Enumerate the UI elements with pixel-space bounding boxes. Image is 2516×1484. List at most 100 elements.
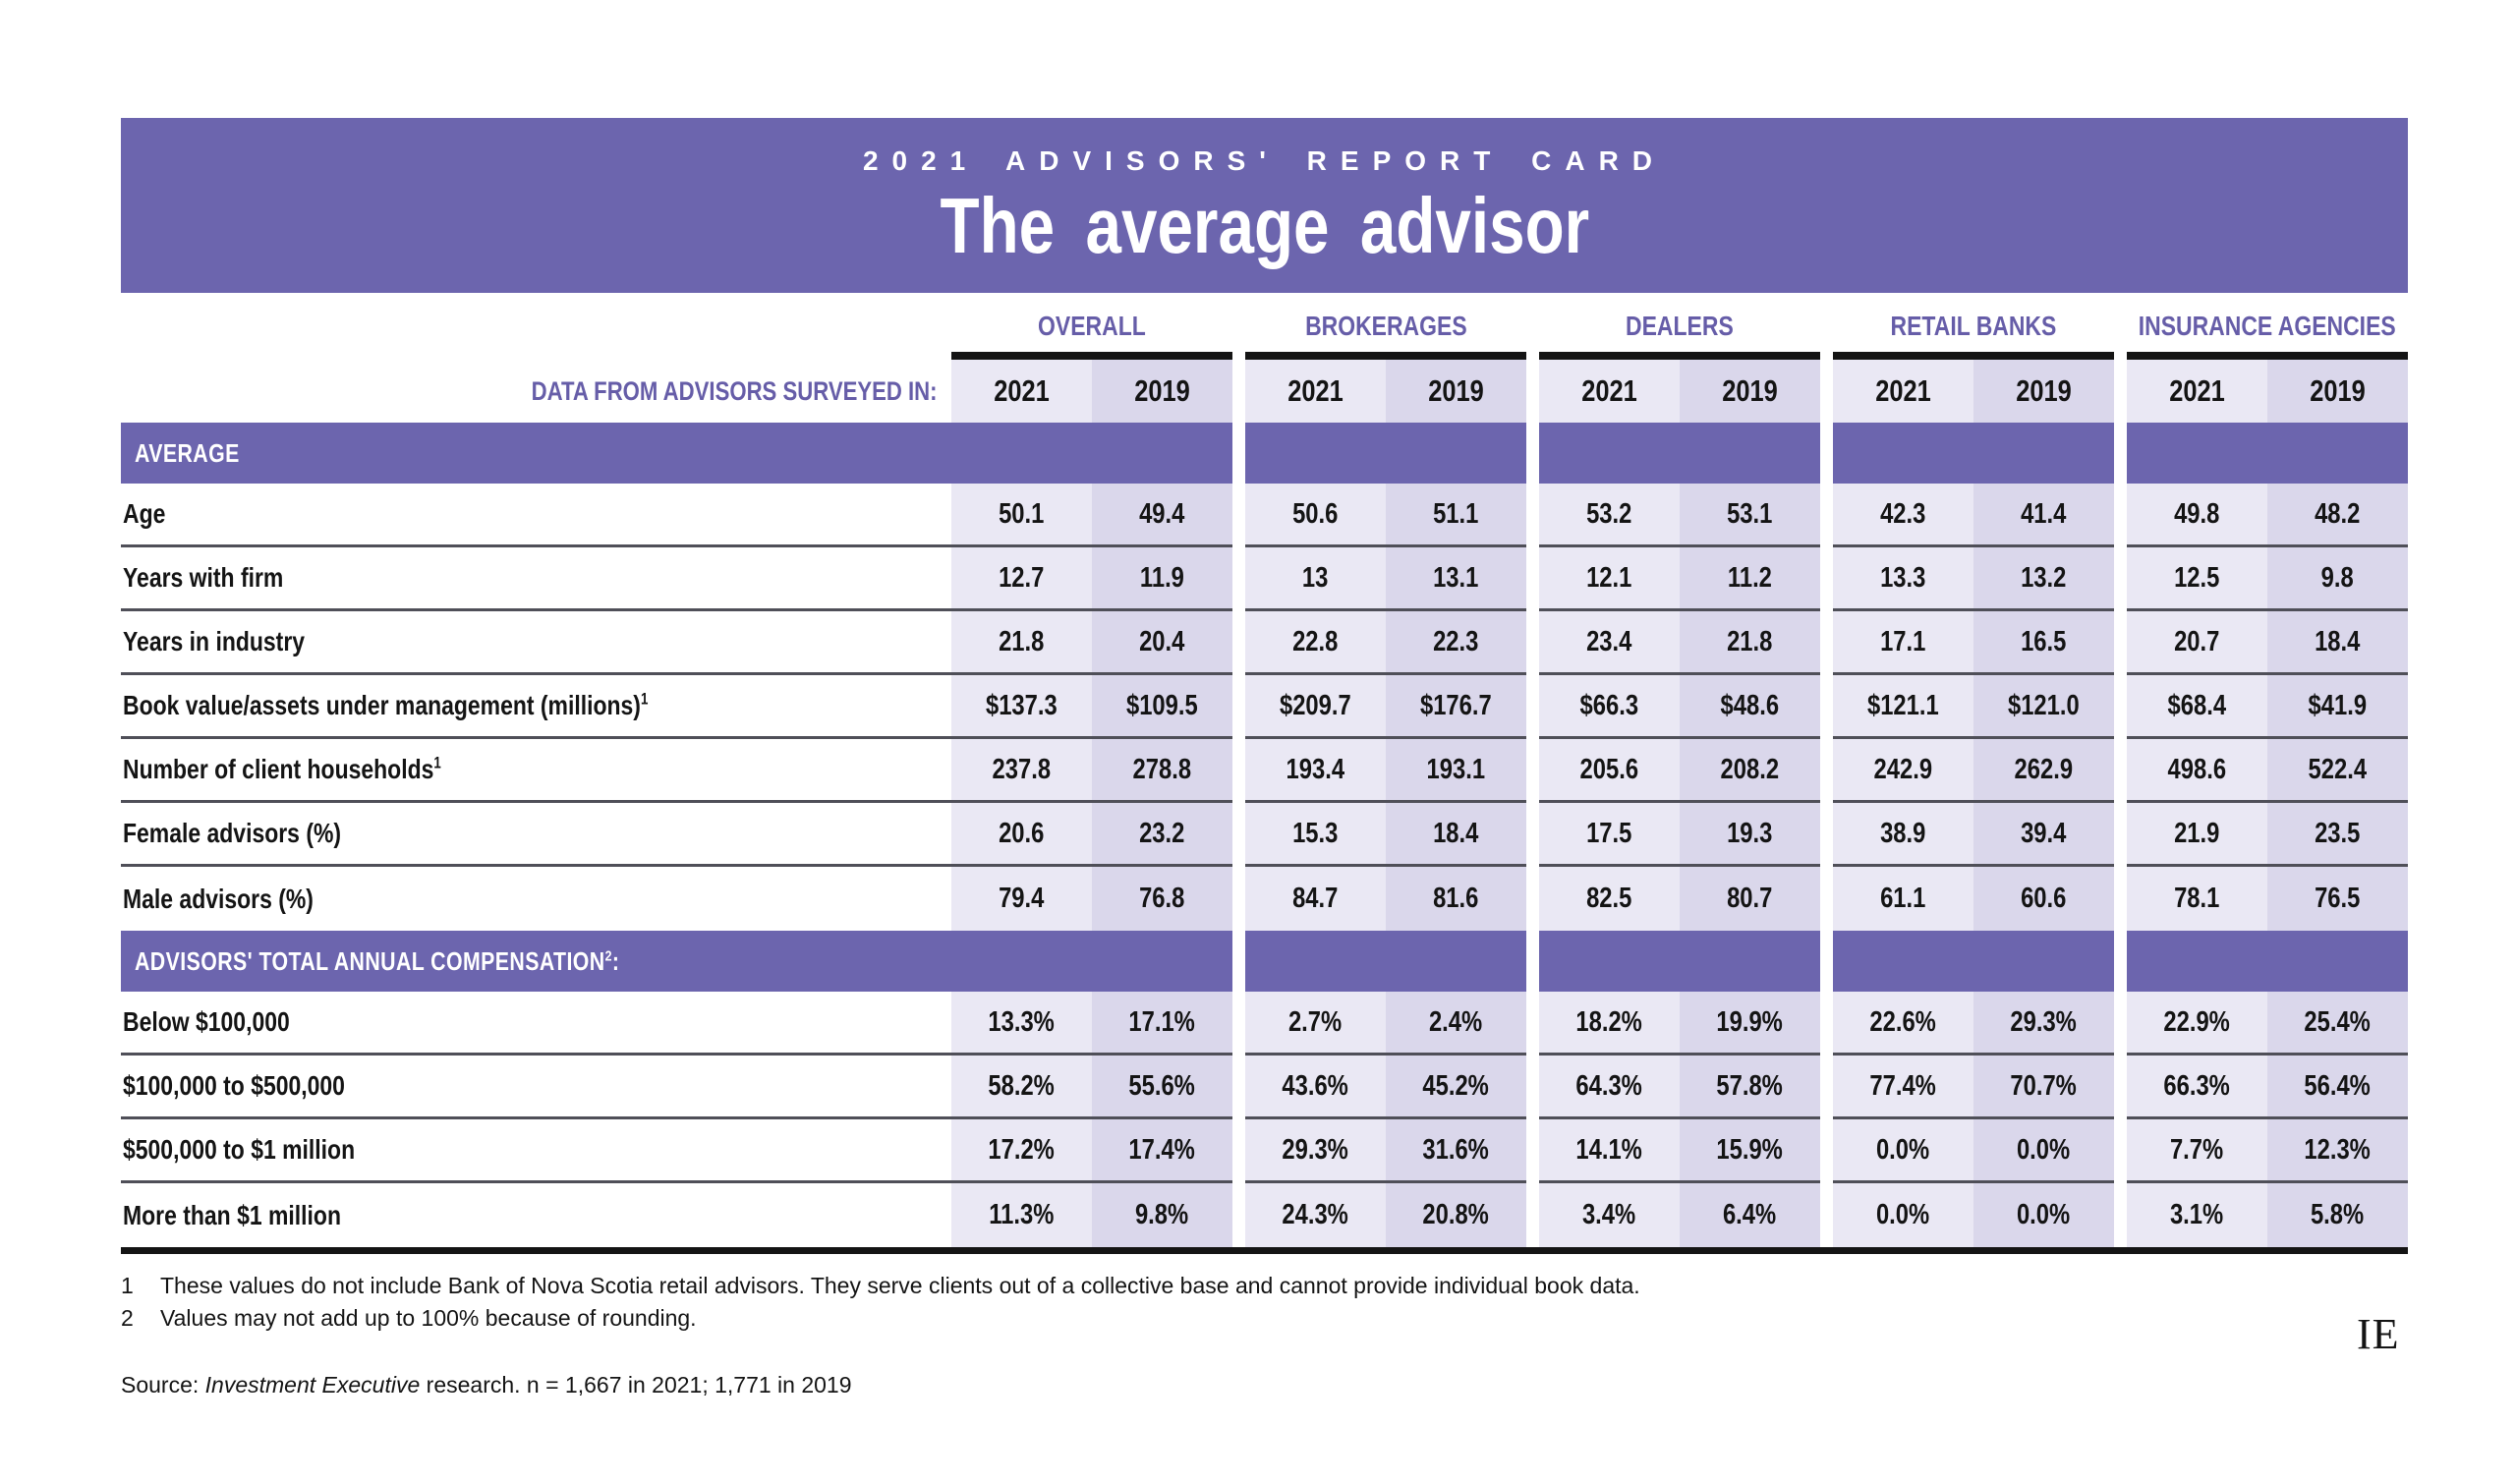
- row-group-3: 77.4% 70.7%: [1833, 1056, 2114, 1119]
- value-cell: 15.9%: [1680, 1119, 1820, 1183]
- value-cell: 0.0%: [1833, 1183, 1973, 1247]
- group-title-label: RETAIL BANKS: [1890, 311, 2057, 341]
- value-text: $137.3: [986, 689, 1058, 721]
- section-bar-segment: [2127, 931, 2408, 992]
- value-cell: $121.0: [1973, 675, 2114, 739]
- value-text: 42.3: [1880, 497, 1926, 530]
- value-cell: 12.5: [2127, 547, 2267, 611]
- value-cell: 13.2: [1973, 547, 2114, 611]
- row-group-0: 79.4 76.8: [951, 867, 1232, 931]
- group-title-label: OVERALL: [1038, 311, 1146, 341]
- value-cell: $137.3: [951, 675, 1092, 739]
- row-group-0: 13.3% 17.1%: [951, 992, 1232, 1056]
- value-cell: 70.7%: [1973, 1056, 2114, 1119]
- year-header-cell: 2021: [951, 360, 1092, 423]
- table-row: More than $1 million 11.3% 9.8% 24.3% 20.8% 3…: [121, 1183, 2408, 1247]
- value-cell: 39.4: [1973, 803, 2114, 867]
- row-group-0: 237.8 278.8: [951, 739, 1232, 803]
- value-cell: 29.3%: [1245, 1119, 1386, 1183]
- value-cell: 12.3%: [2267, 1119, 2408, 1183]
- value-text: 17.1: [1880, 625, 1926, 657]
- value-cell: 17.1%: [1092, 992, 1232, 1056]
- section-bar-segment: [1833, 423, 2114, 484]
- year-header-cell: 2021: [1245, 360, 1386, 423]
- value-cell: 237.8: [951, 739, 1092, 803]
- value-text: 242.9: [1873, 753, 1933, 785]
- data-table: OVERALL BROKERAGES DEALERS RETAIL BANKS INSU…: [121, 293, 2408, 1254]
- value-cell: 20.6: [951, 803, 1092, 867]
- row-group-2: 12.1 11.2: [1539, 547, 1820, 611]
- year-header-text: 2019: [1134, 373, 1190, 408]
- section-row: AVERAGE: [121, 423, 2408, 484]
- value-text: 66.3%: [2163, 1069, 2231, 1102]
- year-header-cell: 2019: [1973, 360, 2114, 423]
- value-cell: 21.8: [951, 611, 1092, 675]
- row-group-3: 42.3 41.4: [1833, 484, 2114, 547]
- value-cell: 0.0%: [1973, 1119, 2114, 1183]
- row-group-0: 20.6 23.2: [951, 803, 1232, 867]
- value-cell: 5.8%: [2267, 1183, 2408, 1247]
- row-group-3: 0.0% 0.0%: [1833, 1183, 2114, 1247]
- value-text: 7.7%: [2170, 1133, 2224, 1166]
- value-text: 49.8: [2174, 497, 2220, 530]
- value-text: 193.1: [1426, 753, 1486, 785]
- value-text: 3.1%: [2170, 1199, 2224, 1230]
- row-group-2: 53.2 53.1: [1539, 484, 1820, 547]
- value-text: 76.8: [1139, 883, 1185, 914]
- value-text: 76.5: [2315, 883, 2361, 914]
- section-bar-segment: [1539, 423, 1820, 484]
- year-header-cell: 2021: [1833, 360, 1973, 423]
- value-cell: 278.8: [1092, 739, 1232, 803]
- row-group-2: 14.1% 15.9%: [1539, 1119, 1820, 1183]
- value-text: 193.4: [1286, 753, 1345, 785]
- footnote-line: 2 Values may not add up to 100% because o…: [121, 1302, 2408, 1335]
- section-bar-segment: [1539, 931, 1820, 992]
- row-group-1: 13 13.1: [1245, 547, 1526, 611]
- value-text: 21.8: [999, 625, 1045, 657]
- value-text: 31.6%: [1422, 1133, 1490, 1166]
- value-text: 53.2: [1586, 497, 1632, 530]
- section-label: ADVISORS' TOTAL ANNUAL COMPENSATION2:: [135, 945, 620, 976]
- value-text: 18.2%: [1575, 1005, 1643, 1038]
- value-text: 6.4%: [1723, 1199, 1777, 1230]
- value-text: 49.4: [1139, 497, 1185, 530]
- value-cell: 77.4%: [1833, 1056, 1973, 1119]
- year-header-text: 2021: [994, 373, 1050, 408]
- footnote-text: These values do not include Bank of Nova…: [160, 1273, 1640, 1298]
- section-bar-segment: [1245, 423, 1526, 484]
- table-row: Female advisors (%) 20.6 23.2 15.3 18.4 17.5 1…: [121, 803, 2408, 867]
- row-group-2: 205.6 208.2: [1539, 739, 1820, 803]
- value-text: 11.3%: [989, 1199, 1055, 1230]
- value-text: 23.4: [1586, 625, 1632, 657]
- value-cell: 17.4%: [1092, 1119, 1232, 1183]
- value-text: 15.9%: [1716, 1133, 1784, 1166]
- value-text: 38.9: [1880, 817, 1926, 849]
- value-text: 51.1: [1433, 497, 1479, 530]
- value-text: 9.8%: [1135, 1199, 1189, 1230]
- section-row: ADVISORS' TOTAL ANNUAL COMPENSATION2:: [121, 931, 2408, 992]
- value-cell: 18.4: [2267, 611, 2408, 675]
- section-bar-segment: [1833, 931, 2114, 992]
- value-text: 22.8: [1292, 625, 1339, 657]
- value-cell: 19.3: [1680, 803, 1820, 867]
- row-group-0: 11.3% 9.8%: [951, 1183, 1232, 1247]
- row-group-0: 58.2% 55.6%: [951, 1056, 1232, 1119]
- value-text: 21.8: [1727, 625, 1773, 657]
- value-cell: $66.3: [1539, 675, 1680, 739]
- year-header-text: 2021: [1581, 373, 1637, 408]
- year-header-group-1: 2021 2019: [1245, 352, 1526, 423]
- value-text: 2.7%: [1288, 1005, 1343, 1038]
- value-text: 12.3%: [2304, 1133, 2372, 1166]
- value-cell: $109.5: [1092, 675, 1232, 739]
- value-cell: 53.1: [1680, 484, 1820, 547]
- value-text: $121.1: [1867, 689, 1939, 721]
- row-group-3: 61.1 60.6: [1833, 867, 2114, 931]
- value-cell: 498.6: [2127, 739, 2267, 803]
- section-header: ADVISORS' TOTAL ANNUAL COMPENSATION2:: [121, 931, 1232, 992]
- value-cell: 3.1%: [2127, 1183, 2267, 1247]
- row-group-3: $121.1 $121.0: [1833, 675, 2114, 739]
- value-cell: 21.8: [1680, 611, 1820, 675]
- value-text: 3.4%: [1582, 1199, 1636, 1230]
- row-group-2: $66.3 $48.6: [1539, 675, 1820, 739]
